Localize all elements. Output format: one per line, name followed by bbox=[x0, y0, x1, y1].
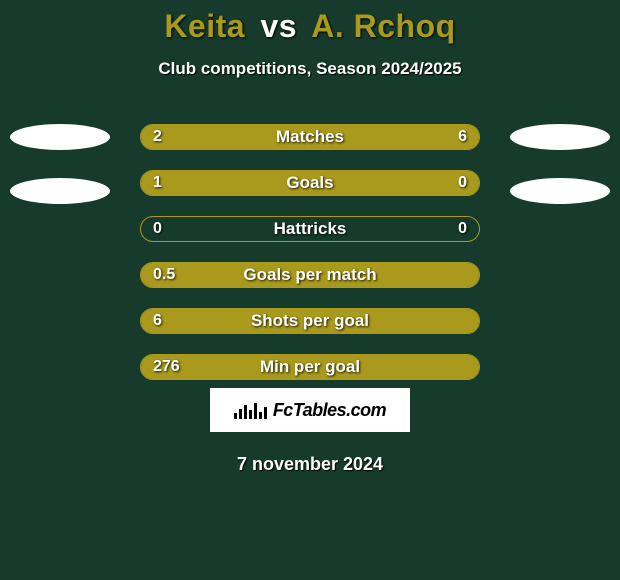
fctables-branding: FcTables.com bbox=[210, 388, 410, 432]
date-label: 7 november 2024 bbox=[0, 454, 620, 475]
stat-label: Min per goal bbox=[141, 355, 479, 379]
branding-text: FcTables.com bbox=[273, 400, 386, 421]
stat-label: Matches bbox=[141, 125, 479, 149]
stat-row: 1 Goals 0 bbox=[140, 170, 480, 196]
stat-value-right: 0 bbox=[458, 171, 467, 195]
stat-label: Hattricks bbox=[141, 217, 479, 241]
player2-avatar-placeholder bbox=[510, 124, 610, 150]
stat-row: 0.5 Goals per match bbox=[140, 262, 480, 288]
player1-avatar-placeholder bbox=[10, 178, 110, 204]
bars-icon bbox=[234, 401, 267, 419]
stat-value-right: 6 bbox=[458, 125, 467, 149]
player2-name: A. Rchoq bbox=[311, 8, 455, 44]
stat-label: Goals bbox=[141, 171, 479, 195]
stat-row: 2 Matches 6 bbox=[140, 124, 480, 150]
player1-name: Keita bbox=[164, 8, 245, 44]
vs-label: vs bbox=[260, 8, 297, 44]
stat-row: 276 Min per goal bbox=[140, 354, 480, 380]
page-title: Keita vs A. Rchoq bbox=[0, 0, 620, 45]
stat-label: Goals per match bbox=[141, 263, 479, 287]
stat-value-right: 0 bbox=[458, 217, 467, 241]
subtitle: Club competitions, Season 2024/2025 bbox=[0, 59, 620, 79]
stat-label: Shots per goal bbox=[141, 309, 479, 333]
stat-row: 6 Shots per goal bbox=[140, 308, 480, 334]
stat-row: 0 Hattricks 0 bbox=[140, 216, 480, 242]
player2-avatar-placeholder bbox=[510, 178, 610, 204]
player1-avatar-placeholder bbox=[10, 124, 110, 150]
